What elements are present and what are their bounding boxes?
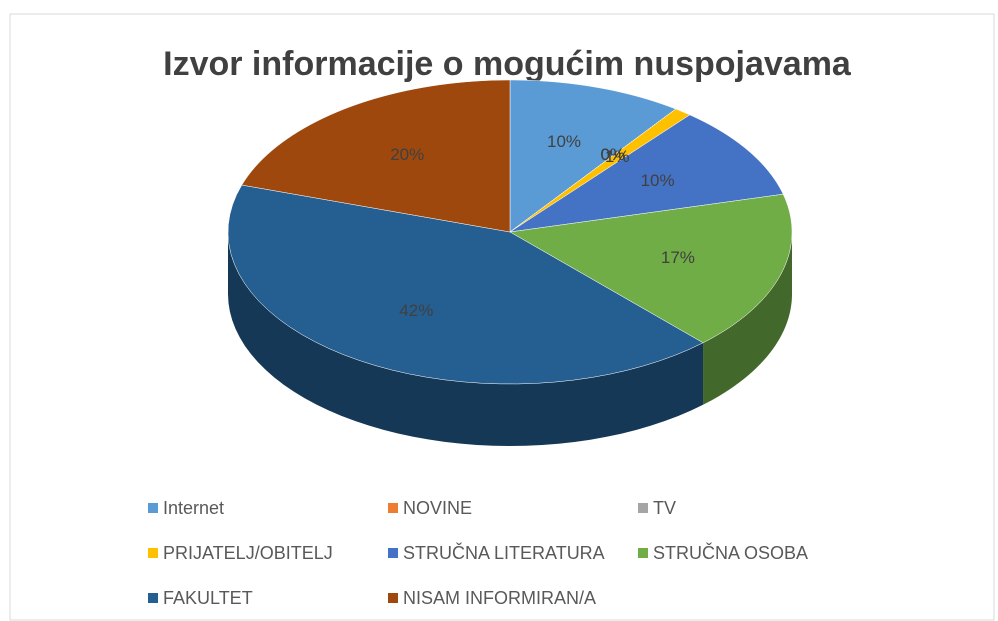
data-label: 17% <box>661 248 695 267</box>
legend-swatch <box>638 548 648 558</box>
legend-label: NOVINE <box>403 498 472 518</box>
pie-slice <box>227 184 704 385</box>
data-label: 10% <box>641 171 675 190</box>
pie-slice <box>509 79 677 233</box>
legend-label: PRIJATELJ/OBITELJ <box>163 543 333 563</box>
data-label: 0% <box>600 145 625 164</box>
legend-swatch <box>148 593 158 603</box>
chart-title: Izvor informacije o mogućim nuspojavama <box>163 45 852 83</box>
legend-label: FAKULTET <box>163 588 253 608</box>
data-label: 20% <box>390 145 424 164</box>
pie-side <box>228 232 704 446</box>
legend-label: Internet <box>163 498 224 518</box>
legend-swatch <box>638 503 648 513</box>
legend-swatch <box>388 548 398 558</box>
pie-slice <box>241 79 511 233</box>
legend-label: STRUČNA LITERATURA <box>403 542 605 563</box>
pie-side <box>703 232 792 405</box>
legend-swatch <box>388 503 398 513</box>
data-label: 42% <box>399 301 433 320</box>
legend-swatch <box>388 593 398 603</box>
pie-slice <box>509 108 691 233</box>
data-label: 1% <box>605 147 630 166</box>
legend-swatch <box>148 548 158 558</box>
legend-label: STRUČNA OSOBA <box>653 542 808 563</box>
data-label: 0% <box>600 145 625 164</box>
pie-slice <box>509 193 793 344</box>
data-label: 10% <box>547 132 581 151</box>
pie-slice <box>509 114 784 233</box>
legend-label: NISAM INFORMIRAN/A <box>403 588 596 608</box>
legend-label: TV <box>653 498 676 518</box>
legend-swatch <box>148 503 158 513</box>
